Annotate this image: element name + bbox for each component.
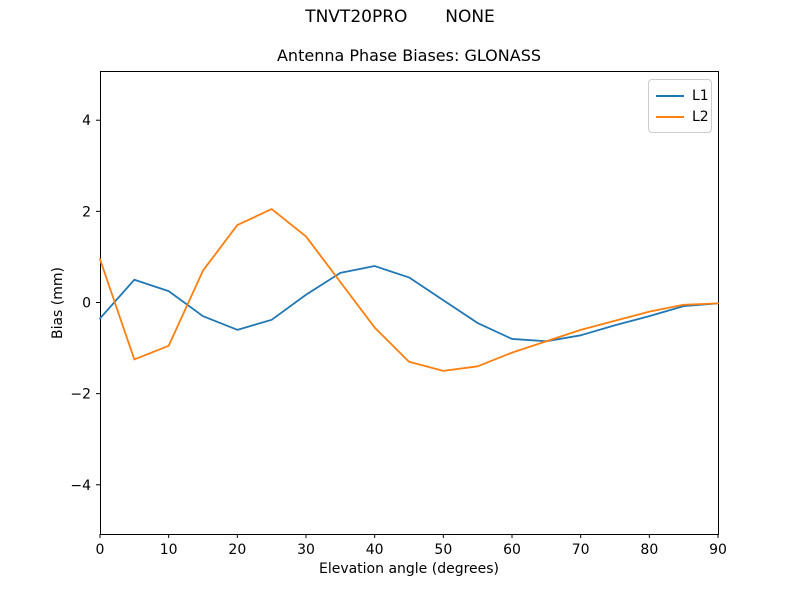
y-tick-label: 4 (82, 113, 91, 129)
series-line-l1 (99, 265, 719, 343)
x-tick-label: 30 (297, 542, 315, 558)
legend-entry-l1: L1 (656, 85, 709, 106)
x-tick-label: 80 (640, 542, 658, 558)
x-axis-label: Elevation angle (degrees) (318, 561, 500, 577)
axes-frame (100, 71, 719, 535)
x-tick-label: 70 (572, 542, 590, 558)
y-tick-label: 2 (82, 204, 91, 220)
x-tick-label: 40 (366, 542, 384, 558)
y-tick-label: 0 (82, 296, 91, 312)
y-axis-label: Bias (mm) (50, 266, 66, 340)
x-tick-label: 90 (709, 542, 727, 558)
l1-line-sample-icon (656, 94, 684, 97)
legend-label-l1: L1 (692, 87, 709, 104)
l2-line-sample-icon (656, 115, 684, 118)
y-tick-label: −4 (70, 478, 91, 494)
x-tick-label: 50 (434, 542, 452, 558)
legend-entry-l2: L2 (656, 106, 709, 127)
x-tick-label: 10 (160, 542, 178, 558)
series-line-l2 (99, 208, 719, 372)
y-tick-label: −2 (70, 387, 91, 403)
x-tick-label: 60 (503, 542, 521, 558)
x-tick-label: 20 (228, 542, 246, 558)
axes-title: Antenna Phase Biases: GLONASS (276, 46, 541, 65)
x-tick-label: 0 (96, 542, 105, 558)
legend-label-l2: L2 (692, 108, 709, 125)
figure-suptitle: TNVT20PRO NONE (305, 7, 495, 27)
legend: L1 L2 (648, 79, 712, 133)
